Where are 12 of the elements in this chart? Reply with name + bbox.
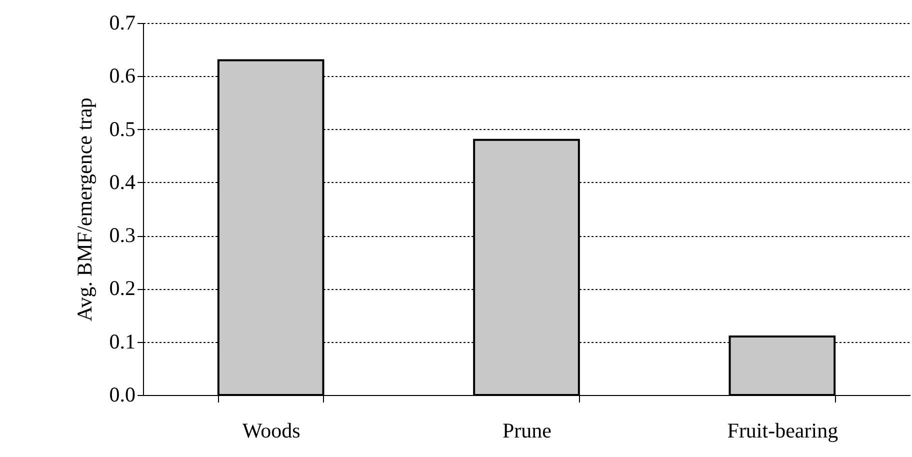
y-tick-label: 0.6 (109, 64, 136, 88)
x-tick-label: Prune (502, 418, 552, 442)
y-axis-title: Avg. BMF/emergence trap (72, 98, 96, 322)
y-tick-label: 0.5 (109, 116, 136, 141)
y-tick-label: 0.3 (109, 223, 136, 248)
y-tick-label: 0.7 (109, 10, 136, 34)
x-tick-label: Fruit-bearing (727, 418, 839, 442)
x-tick-label: Woods (242, 418, 300, 442)
y-tick-label: 0.0 (109, 382, 136, 406)
y-tick-label: 0.2 (109, 276, 136, 300)
y-tick-label: 0.1 (109, 329, 136, 354)
y-tick-label: 0.4 (109, 170, 136, 194)
